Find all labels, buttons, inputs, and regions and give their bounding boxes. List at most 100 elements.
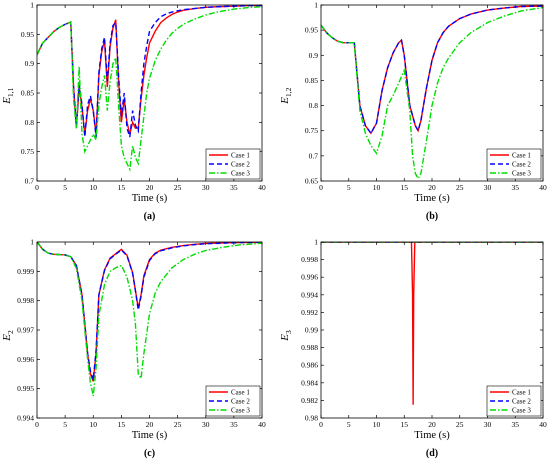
panel-b-series-case-1-line <box>321 5 543 135</box>
panel-d-y-tick-label: 0.98 <box>305 414 318 423</box>
panel-d-y-tick-label: 0.992 <box>301 308 318 317</box>
panel-c-y-tick-label: 1 <box>30 238 34 247</box>
panel-b-y-tick-label: 0.9 <box>309 51 319 60</box>
panel-d-x-tick-label: 15 <box>401 420 409 429</box>
panel-c-x-tick-label: 30 <box>202 420 210 429</box>
panel-d-x-tick-label: 0 <box>319 420 323 429</box>
panel-c-y-tick-label: 0.996 <box>17 355 34 364</box>
panel-b-y-tick-label: 1 <box>314 1 318 10</box>
panel-b-x-tick-label: 20 <box>428 183 436 192</box>
panel-a-x-tick-label: 20 <box>146 183 154 192</box>
panel-b-y-tick-label: 0.8 <box>309 101 319 110</box>
panel-b-y-tick-label: 0.85 <box>305 76 318 85</box>
panel-a-y-axis-label-subscript: 1,1 <box>6 87 15 97</box>
panel-b-x-tick-label: 40 <box>539 183 547 192</box>
panel-d-series-case-1-line <box>321 242 543 405</box>
panel-d: 0 5 10 15 20 25 30 35 40 0.98 0.982 0.984 0.986 0.988… <box>279 238 547 460</box>
panel-a-y-tick-label: 0.75 <box>21 147 34 156</box>
panel-a-legend-entry-case-1: Case 1 <box>231 152 250 160</box>
panel-d-x-tick-label: 20 <box>428 420 436 429</box>
panel-b-x-tick-label: 10 <box>373 183 381 192</box>
panel-c-x-tick-label: 10 <box>90 420 98 429</box>
panel-d-x-tick-label: 25 <box>456 420 464 429</box>
panel-d-x-tick-label: 10 <box>373 420 381 429</box>
panel-a-panel-label: (a) <box>144 211 156 222</box>
panel-a-legend-entry-case-3: Case 3 <box>231 170 250 178</box>
panel-c-legend-entry-case-3: Case 3 <box>231 407 250 415</box>
panel-d-y-tick-label: 0.986 <box>301 361 318 370</box>
panel-a-y-axis-label: E1,1 <box>1 87 15 104</box>
panel-a-y-axis-label-symbol: E <box>1 97 13 105</box>
panel-a-x-tick-label: 35 <box>230 183 238 192</box>
panel-b-series-case-3-line <box>321 6 543 180</box>
panel-c-y-axis-label: E2 <box>1 330 15 342</box>
panel-b-y-tick-label: 0.65 <box>305 177 318 186</box>
panel-d-legend-entry-case-1: Case 1 <box>512 389 531 397</box>
panel-c-x-tick-label: 35 <box>230 420 238 429</box>
panel-b-legend-entry-case-1: Case 1 <box>512 152 531 160</box>
panel-b-y-axis-label: E1,2 <box>279 87 293 104</box>
panel-a-x-tick-label: 30 <box>202 183 210 192</box>
panel-c-x-tick-label: 0 <box>35 420 39 429</box>
panel-a-y-tick-label: 1 <box>30 1 34 10</box>
panel-b: 0 5 10 15 20 25 30 35 40 0.65 0.7 0.75 0.8 0.85 0.9 0.9… <box>279 1 547 223</box>
panel-d-y-axis-label-symbol: E <box>279 334 291 342</box>
panel-d-y-tick-label: 0.994 <box>301 290 318 299</box>
panel-d-y-tick-label: 0.996 <box>301 273 318 282</box>
panel-d-x-axis-label: Time (s) <box>414 430 450 441</box>
panel-a-x-tick-label: 10 <box>90 183 98 192</box>
panel-c-y-axis-label-subscript: 2 <box>6 330 15 334</box>
panel-d-x-tick-label: 5 <box>347 420 351 429</box>
panel-a-x-tick-label: 15 <box>118 183 126 192</box>
panel-d-legend-entry-case-2: Case 2 <box>512 398 531 406</box>
panel-a-series-case-3-line <box>37 6 262 172</box>
panel-a-y-tick-label: 0.85 <box>21 89 34 98</box>
panel-a-y-tick-label: 0.7 <box>25 177 35 186</box>
panel-d-y-tick-label: 0.984 <box>301 378 318 387</box>
panel-c-y-tick-label: 0.999 <box>17 267 34 276</box>
panel-c-series-case-3-line <box>37 242 262 397</box>
panel-d-y-tick-label: 0.998 <box>301 255 318 264</box>
panel-a-y-tick-label: 0.8 <box>25 118 35 127</box>
panel-b-panel-label: (b) <box>426 211 438 222</box>
panel-b-y-axis-label-symbol: E <box>279 97 291 105</box>
panel-c-y-tick-label: 0.998 <box>17 296 34 305</box>
panel-a-x-axis-label: Time (s) <box>132 193 168 204</box>
panel-d-y-tick-label: 0.988 <box>301 343 318 352</box>
panel-d-legend-box <box>486 385 542 417</box>
panel-c-series-case-2-line <box>37 242 262 381</box>
panel-a-y-tick-label: 0.9 <box>25 59 35 68</box>
panel-b-x-tick-label: 5 <box>347 183 351 192</box>
panel-c-x-tick-label: 25 <box>174 420 182 429</box>
panel-d-y-tick-label: 0.982 <box>301 396 318 405</box>
panel-b-x-tick-label: 15 <box>401 183 409 192</box>
panel-d-x-tick-label: 40 <box>539 420 547 429</box>
panel-c-y-tick-label: 0.995 <box>17 384 34 393</box>
panel-d-y-tick-label: 0.99 <box>305 326 318 335</box>
panel-a-x-tick-label: 40 <box>258 183 266 192</box>
panel-c-legend-entry-case-2: Case 2 <box>231 398 250 406</box>
panel-b-x-axis-label: Time (s) <box>414 193 450 204</box>
panel-c-legend-entry-case-1: Case 1 <box>231 389 250 397</box>
panel-a-x-tick-label: 5 <box>63 183 67 192</box>
panel-b-x-tick-label: 25 <box>456 183 464 192</box>
panel-d-y-tick-label: 1 <box>314 238 318 247</box>
panel-c-y-axis-label-symbol: E <box>1 334 13 342</box>
panel-c-x-tick-label: 15 <box>118 420 126 429</box>
panel-b-x-tick-label: 35 <box>512 183 520 192</box>
panel-d-legend-entry-case-3: Case 3 <box>512 407 531 415</box>
panel-c-legend-box <box>205 385 261 417</box>
panel-b-legend-box <box>486 148 542 180</box>
panel-b-series-case-2-line <box>321 5 543 135</box>
panel-b-y-tick-label: 0.7 <box>309 151 319 160</box>
panel-a-y-tick-label: 0.95 <box>21 30 34 39</box>
panel-a-legend-entry-case-2: Case 2 <box>231 161 250 169</box>
panel-c-x-tick-label: 5 <box>63 420 67 429</box>
panel-c-panel-label: (c) <box>144 448 155 459</box>
panel-c-y-tick-label: 0.994 <box>17 414 34 423</box>
panel-b-y-axis-label-subscript: 1,2 <box>284 87 293 97</box>
